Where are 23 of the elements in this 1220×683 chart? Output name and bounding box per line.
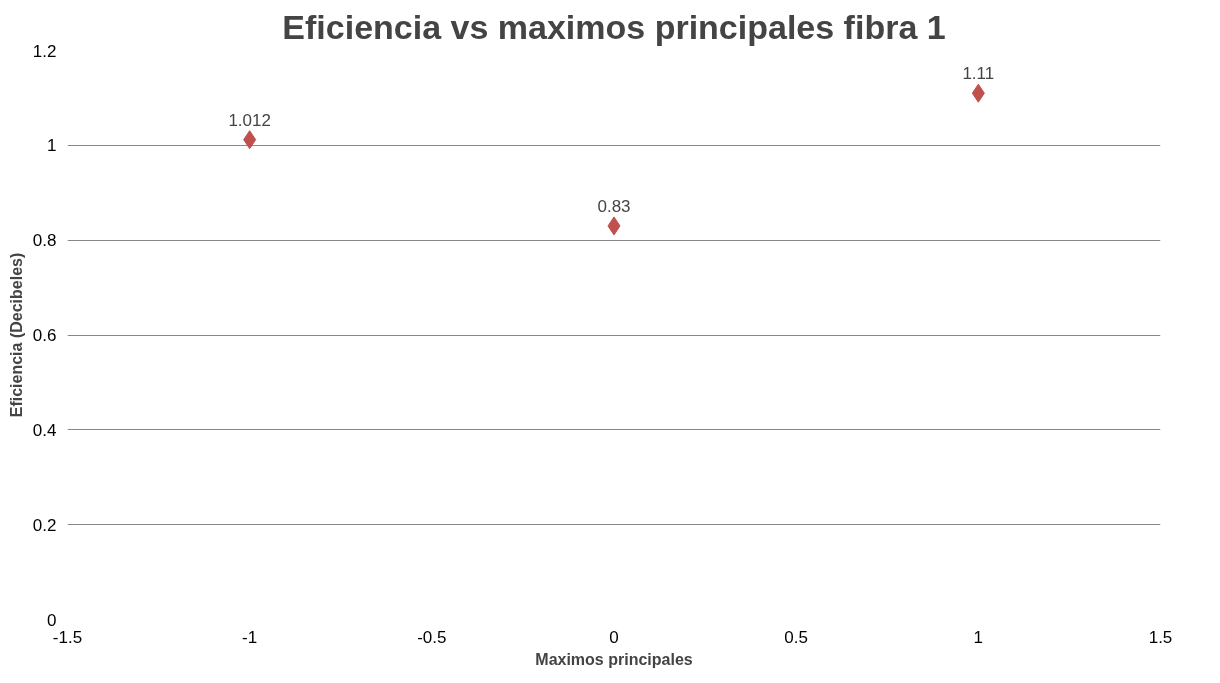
y-tick-label: 1.2 [32,41,57,61]
y-tick-label: 0.2 [32,515,57,535]
data-label: 0.83 [597,196,631,216]
data-label: 1.012 [228,110,271,130]
y-tick-label: 0 [47,610,57,630]
x-tick-label: -1.5 [52,627,83,647]
point [243,130,257,150]
x-axis-title: Maximos principales [535,650,693,668]
y-axis-title: Eficiencia (Decibeles) [7,252,25,418]
y-tick-label: 1 [47,136,57,156]
point [607,216,621,236]
y-tick-label: 0.4 [32,420,57,440]
data-label: 1.11 [962,64,995,84]
y-tick-label: 0.6 [32,326,57,345]
y-tick-label: 0.8 [32,231,57,251]
point [971,83,985,103]
x-tick-label: 1.5 [1148,627,1173,647]
x-tick-label: 0.5 [784,627,808,647]
x-tick-label: 1 [973,627,984,647]
x-tick-label: -1 [242,627,258,647]
x-tick-label: -0.5 [417,627,447,647]
chart-title: Eficiencia vs maximos principales fibra 1 [282,7,946,46]
x-tick-label: 0 [609,627,619,647]
